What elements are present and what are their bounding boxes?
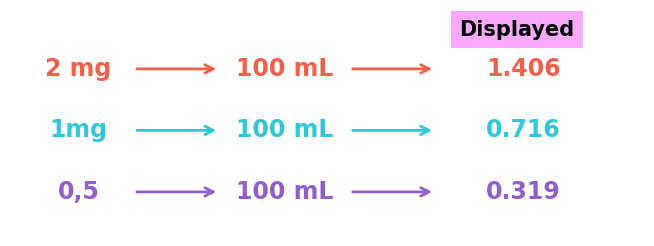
Text: 1.406: 1.406 xyxy=(486,57,560,81)
Text: 0,5: 0,5 xyxy=(58,180,99,204)
Text: 0.716: 0.716 xyxy=(486,118,560,142)
Text: 1mg: 1mg xyxy=(50,118,107,142)
Text: 100 mL: 100 mL xyxy=(236,180,333,204)
Text: 100 mL: 100 mL xyxy=(236,57,333,81)
Text: 0.319: 0.319 xyxy=(486,180,560,204)
Text: 100 mL: 100 mL xyxy=(236,118,333,142)
Text: Displayed: Displayed xyxy=(459,19,574,40)
Text: 2 mg: 2 mg xyxy=(45,57,112,81)
